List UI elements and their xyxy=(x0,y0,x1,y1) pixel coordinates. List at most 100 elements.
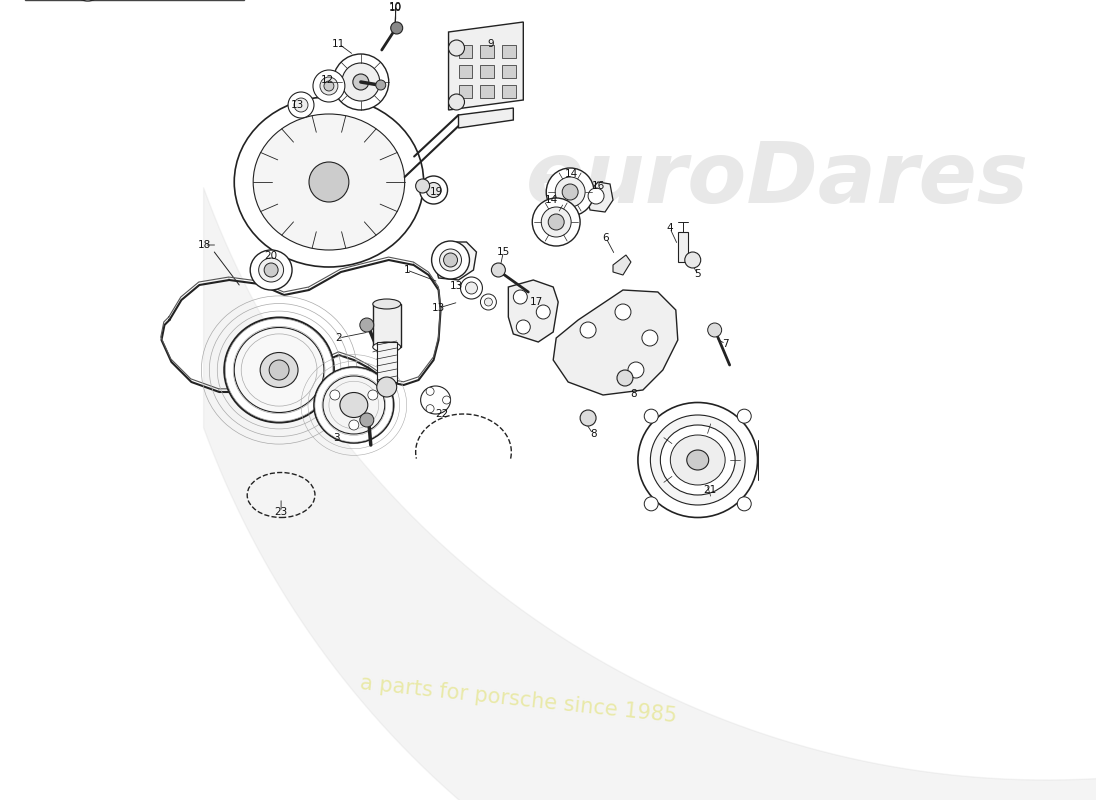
Circle shape xyxy=(548,214,564,230)
Circle shape xyxy=(390,22,403,34)
Ellipse shape xyxy=(342,63,380,101)
Circle shape xyxy=(737,409,751,423)
Ellipse shape xyxy=(234,327,323,413)
Circle shape xyxy=(349,420,359,430)
Ellipse shape xyxy=(660,425,735,495)
Bar xyxy=(459,65,473,78)
Text: 6: 6 xyxy=(603,233,609,243)
Circle shape xyxy=(449,40,464,56)
Text: 1: 1 xyxy=(404,265,410,275)
Ellipse shape xyxy=(484,298,493,306)
Ellipse shape xyxy=(261,353,298,387)
Polygon shape xyxy=(508,280,558,342)
Text: 5: 5 xyxy=(694,269,701,279)
Ellipse shape xyxy=(253,114,405,250)
Polygon shape xyxy=(373,304,400,347)
Circle shape xyxy=(707,323,722,337)
Text: a parts for porsche since 1985: a parts for porsche since 1985 xyxy=(359,674,678,726)
Text: 22: 22 xyxy=(434,409,448,419)
Text: 13: 13 xyxy=(450,281,463,291)
Ellipse shape xyxy=(670,435,725,485)
Text: 4: 4 xyxy=(667,223,673,233)
Text: 13: 13 xyxy=(432,303,446,313)
Ellipse shape xyxy=(224,318,334,422)
Ellipse shape xyxy=(314,367,394,443)
Ellipse shape xyxy=(532,198,580,246)
Ellipse shape xyxy=(426,182,441,198)
Text: 17: 17 xyxy=(529,297,543,307)
Circle shape xyxy=(367,390,377,400)
Ellipse shape xyxy=(333,54,388,110)
Text: 15: 15 xyxy=(497,247,510,257)
Ellipse shape xyxy=(431,241,470,279)
Ellipse shape xyxy=(258,258,284,282)
Text: 14: 14 xyxy=(544,195,558,205)
Ellipse shape xyxy=(465,282,477,294)
Bar xyxy=(503,45,516,58)
Circle shape xyxy=(264,263,278,277)
Text: 19: 19 xyxy=(430,187,443,197)
Circle shape xyxy=(416,179,430,193)
Ellipse shape xyxy=(314,70,345,102)
Circle shape xyxy=(514,290,527,304)
Text: 16: 16 xyxy=(592,181,605,191)
Polygon shape xyxy=(433,242,476,280)
Circle shape xyxy=(737,497,751,511)
Polygon shape xyxy=(553,290,678,395)
Circle shape xyxy=(377,377,397,397)
Text: 8: 8 xyxy=(630,389,637,399)
Circle shape xyxy=(588,188,604,204)
Circle shape xyxy=(270,360,289,380)
Polygon shape xyxy=(586,182,613,212)
Text: 14: 14 xyxy=(564,169,578,179)
Polygon shape xyxy=(449,22,524,110)
Circle shape xyxy=(645,409,658,423)
Circle shape xyxy=(617,370,632,386)
Ellipse shape xyxy=(461,277,483,299)
Ellipse shape xyxy=(556,177,585,207)
Text: 3: 3 xyxy=(333,433,340,443)
Ellipse shape xyxy=(419,176,448,204)
Circle shape xyxy=(323,81,334,91)
Circle shape xyxy=(376,80,386,90)
Ellipse shape xyxy=(638,402,758,518)
Circle shape xyxy=(645,497,658,511)
Ellipse shape xyxy=(340,393,367,418)
Bar xyxy=(459,45,473,58)
Bar xyxy=(678,232,688,262)
Ellipse shape xyxy=(420,386,451,414)
Ellipse shape xyxy=(440,249,462,271)
Circle shape xyxy=(516,320,530,334)
Bar xyxy=(459,85,473,98)
Circle shape xyxy=(360,413,374,427)
Bar xyxy=(481,45,494,58)
Ellipse shape xyxy=(320,77,338,95)
Text: 10: 10 xyxy=(389,2,403,12)
Ellipse shape xyxy=(547,168,594,216)
Circle shape xyxy=(537,305,550,319)
Ellipse shape xyxy=(373,342,400,352)
Polygon shape xyxy=(613,255,631,275)
Circle shape xyxy=(443,253,458,267)
Polygon shape xyxy=(377,342,397,382)
Ellipse shape xyxy=(373,299,400,309)
Ellipse shape xyxy=(686,450,708,470)
Text: 13: 13 xyxy=(290,100,304,110)
Text: euroDares: euroDares xyxy=(526,138,1028,222)
Ellipse shape xyxy=(294,98,308,112)
Text: 12: 12 xyxy=(320,75,333,85)
Circle shape xyxy=(615,304,631,320)
Text: 8: 8 xyxy=(590,429,596,439)
Circle shape xyxy=(492,263,505,277)
Circle shape xyxy=(330,390,340,400)
Bar xyxy=(503,65,516,78)
Text: 10: 10 xyxy=(389,3,403,13)
Ellipse shape xyxy=(541,207,571,237)
Ellipse shape xyxy=(323,376,385,434)
Ellipse shape xyxy=(250,250,293,290)
Text: 7: 7 xyxy=(723,339,729,349)
Circle shape xyxy=(685,252,701,268)
Text: 11: 11 xyxy=(332,39,345,49)
Ellipse shape xyxy=(234,97,424,267)
Circle shape xyxy=(580,410,596,426)
